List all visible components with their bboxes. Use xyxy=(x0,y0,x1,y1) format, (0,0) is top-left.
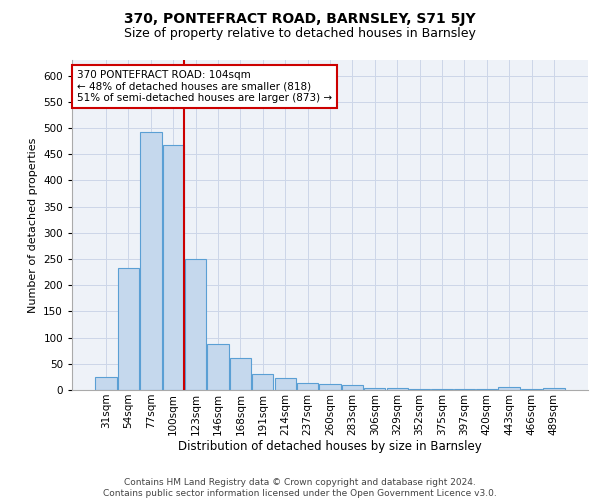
Bar xyxy=(319,384,341,390)
Bar xyxy=(364,388,385,390)
Text: 370, PONTEFRACT ROAD, BARNSLEY, S71 5JY: 370, PONTEFRACT ROAD, BARNSLEY, S71 5JY xyxy=(124,12,476,26)
Bar xyxy=(163,145,184,390)
Bar xyxy=(140,132,161,390)
Bar xyxy=(431,389,452,390)
Bar xyxy=(95,377,117,390)
Bar xyxy=(386,388,408,390)
Y-axis label: Number of detached properties: Number of detached properties xyxy=(28,138,38,312)
Bar xyxy=(499,387,520,390)
Bar xyxy=(230,358,251,390)
Bar xyxy=(118,268,139,390)
Text: Contains HM Land Registry data © Crown copyright and database right 2024.
Contai: Contains HM Land Registry data © Crown c… xyxy=(103,478,497,498)
Bar xyxy=(185,259,206,390)
Bar xyxy=(252,374,274,390)
Bar xyxy=(297,383,318,390)
Bar xyxy=(543,388,565,390)
Bar xyxy=(208,344,229,390)
Bar xyxy=(409,389,430,390)
Text: 370 PONTEFRACT ROAD: 104sqm
← 48% of detached houses are smaller (818)
51% of se: 370 PONTEFRACT ROAD: 104sqm ← 48% of det… xyxy=(77,70,332,103)
X-axis label: Distribution of detached houses by size in Barnsley: Distribution of detached houses by size … xyxy=(178,440,482,454)
Text: Size of property relative to detached houses in Barnsley: Size of property relative to detached ho… xyxy=(124,28,476,40)
Bar xyxy=(342,386,363,390)
Bar xyxy=(275,378,296,390)
